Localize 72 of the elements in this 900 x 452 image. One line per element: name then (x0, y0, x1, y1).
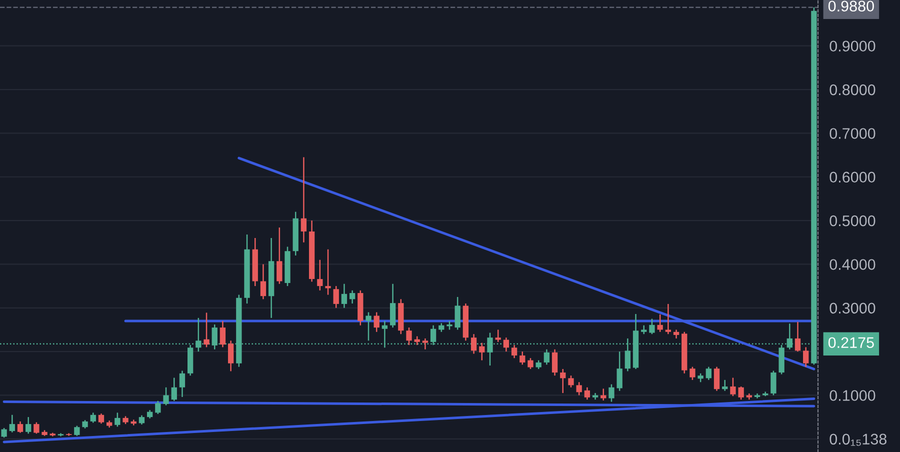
candlestick (584, 386, 590, 400)
candlestick (568, 374, 574, 388)
candlestick (90, 412, 96, 424)
candlestick (171, 377, 177, 402)
candlestick (714, 366, 720, 392)
candlestick (560, 368, 566, 394)
candlestick (155, 400, 161, 415)
candlestick (406, 326, 412, 346)
candlestick (657, 314, 663, 333)
ref-line-label: 0.2175 (828, 337, 874, 348)
candlestick (503, 336, 510, 352)
candlestick (228, 340, 234, 372)
y-tick-label: 0.1000 (830, 390, 876, 401)
candlestick (454, 296, 460, 330)
candlestick (34, 422, 40, 434)
candlestick (511, 344, 518, 359)
y-tick-label: 0.5000 (830, 215, 876, 226)
candlestick (366, 312, 372, 342)
candlestick (576, 382, 582, 396)
candlestick (794, 321, 801, 352)
candlestick (422, 338, 428, 350)
y-tick-label: 0.9000 (830, 40, 876, 52)
candlestick (300, 156, 307, 243)
candlestick (706, 366, 712, 381)
y-tick-label: 0.4000 (830, 259, 876, 270)
candlestick (260, 264, 266, 300)
candlestick (495, 329, 501, 343)
candlestick (730, 377, 736, 397)
ref-line-label: 0.9880 (828, 0, 874, 12)
y-tick-label: 0.8000 (830, 84, 876, 96)
candlestick (803, 346, 809, 368)
candlestick (163, 386, 169, 406)
candlestick (544, 348, 550, 366)
candlestick (382, 320, 388, 348)
candlestick (98, 412, 104, 424)
y-tick-label: 0.6000 (830, 172, 876, 183)
candlestick (341, 283, 348, 309)
candlestick (220, 320, 226, 348)
candlestick (179, 370, 186, 398)
candlestick (552, 348, 558, 376)
candlestick (66, 432, 72, 436)
candlestick (665, 303, 672, 335)
candlestick (738, 386, 744, 400)
candlestick (138, 414, 145, 426)
y-tick-label: 0.7000 (830, 128, 876, 139)
candlestick (276, 226, 282, 284)
candlestick (770, 370, 776, 396)
candlestick (470, 333, 477, 354)
candlestick (1, 427, 7, 438)
y-tick-label: 0.0₁₅138 (830, 434, 886, 446)
candlestick (317, 259, 323, 292)
candlestick (26, 416, 32, 434)
candlestick (349, 290, 356, 304)
candlestick (616, 350, 622, 392)
candlestick (74, 425, 80, 436)
candlestick (690, 366, 696, 381)
candlestick (390, 283, 396, 328)
candlestick (520, 350, 526, 366)
candlestick (528, 357, 534, 370)
candlestick (114, 412, 120, 428)
candlestick (17, 420, 24, 434)
candlestick (333, 285, 339, 309)
candlestick (600, 388, 606, 402)
candlestick (479, 342, 485, 361)
candlestick (325, 248, 331, 296)
candlestick (649, 318, 655, 335)
candlestick (722, 379, 728, 392)
candlestick (9, 414, 15, 433)
y-tick-label: 0.3000 (830, 302, 876, 314)
candlestick (608, 384, 614, 402)
candlestick (204, 312, 210, 348)
candlestick (374, 312, 380, 333)
